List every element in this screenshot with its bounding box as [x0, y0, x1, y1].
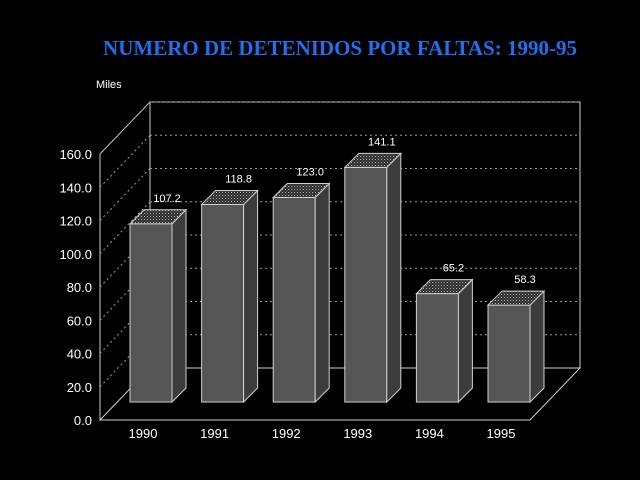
bar-side [386, 152, 402, 404]
bar-side [243, 189, 259, 404]
back-wall [150, 101, 581, 368]
y-axis-ticks: 0.0 20.0 40.0 60.0 80.0 100.0 120.0 140.0 160.0 [59, 147, 92, 428]
y-tick-label: 120.0 [59, 214, 92, 229]
bar-top [343, 152, 403, 168]
y-unit-label: Miles [96, 79, 122, 91]
bar: 58.3 [486, 274, 546, 404]
bar: 118.8 [200, 173, 259, 404]
bar-front [344, 166, 388, 403]
bar-top [128, 209, 188, 225]
x-category-label: 1991 [200, 426, 229, 441]
bar-front [487, 304, 531, 403]
bar: 123.0 [271, 167, 331, 404]
x-category-label: 1993 [343, 426, 372, 441]
x-category-label: 1994 [415, 426, 444, 441]
gridline [99, 101, 151, 155]
bar-front [272, 197, 316, 403]
y-tick-label: 0.0 [74, 413, 92, 428]
y-tick-label: 100.0 [59, 247, 92, 262]
bar: 107.2 [128, 193, 188, 404]
gridline [99, 134, 151, 188]
bar-top [415, 279, 474, 295]
bar: 65.2 [415, 263, 474, 404]
bar-front [129, 223, 173, 403]
y-tick-label: 140.0 [59, 180, 92, 195]
y-tick-label: 40.0 [67, 347, 92, 362]
bar-front [201, 203, 245, 403]
y-tick-label: 20.0 [67, 380, 92, 395]
bar-side [314, 182, 330, 404]
gridline [99, 201, 151, 255]
y-tick-label: 80.0 [67, 280, 92, 295]
data-label: 107.2 [153, 193, 181, 205]
x-axis-categories: 1990 1991 1992 1993 1994 1995 [129, 426, 516, 441]
data-label: 65.2 [443, 263, 464, 275]
x-category-label: 1990 [129, 426, 158, 441]
x-category-label: 1992 [272, 426, 301, 441]
bar: 141.1 [343, 136, 403, 404]
data-label: 58.3 [514, 274, 535, 286]
gridline [99, 168, 151, 221]
bar-front [415, 293, 459, 403]
bar-top [486, 290, 546, 306]
bar-side [457, 278, 473, 404]
bar-side [171, 208, 187, 404]
bar-top [271, 183, 331, 199]
data-label: 123.0 [296, 167, 324, 179]
data-label: 141.1 [368, 136, 396, 148]
bar-top [200, 189, 259, 205]
y-tick-label: 160.0 [59, 147, 92, 162]
y-tick-label: 60.0 [67, 313, 92, 328]
chart-title: NUMERO DE DETENIDOS POR FALTAS: 1990-95 [103, 36, 577, 60]
data-label: 118.8 [225, 173, 252, 185]
x-category-label: 1995 [487, 426, 516, 441]
bar-side [529, 289, 545, 404]
bar-series: 107.2 118.8 123.0 141.1 65.2 58.3 [128, 136, 546, 404]
